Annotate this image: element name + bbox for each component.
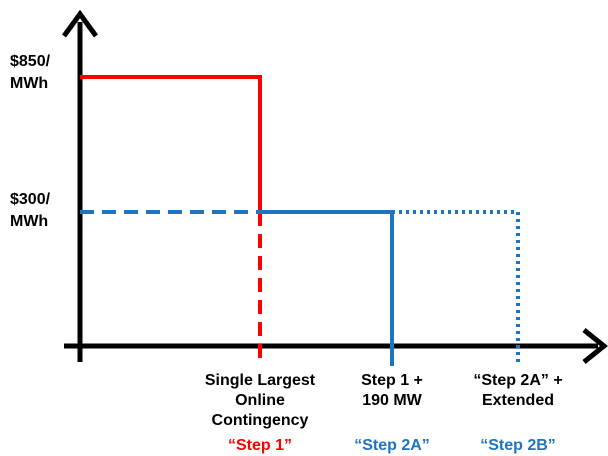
step-label: Step 1 + xyxy=(361,372,423,389)
step-name: “Step 2B” xyxy=(480,437,556,454)
step2b-curve xyxy=(392,210,520,366)
step-label: Contingency xyxy=(212,412,309,429)
price-label: MWh xyxy=(10,75,48,92)
step-label: Extended xyxy=(482,392,554,409)
price-label: MWh xyxy=(10,213,48,230)
step-name: “Step 2A” xyxy=(354,437,430,454)
step-name: “Step 1” xyxy=(228,437,292,454)
step-label: “Step 2A” + xyxy=(473,372,562,389)
step-label: Online xyxy=(235,392,285,409)
price-label: $850/ xyxy=(10,53,51,70)
step2a-curve xyxy=(260,210,394,366)
step-label: 190 MW xyxy=(362,392,422,409)
step-label: Single Largest xyxy=(205,372,316,389)
step1-curve xyxy=(80,75,262,212)
x-axis-arrow xyxy=(582,328,608,364)
y-axis-arrow xyxy=(61,9,99,38)
price-label: $300/ xyxy=(10,191,51,208)
